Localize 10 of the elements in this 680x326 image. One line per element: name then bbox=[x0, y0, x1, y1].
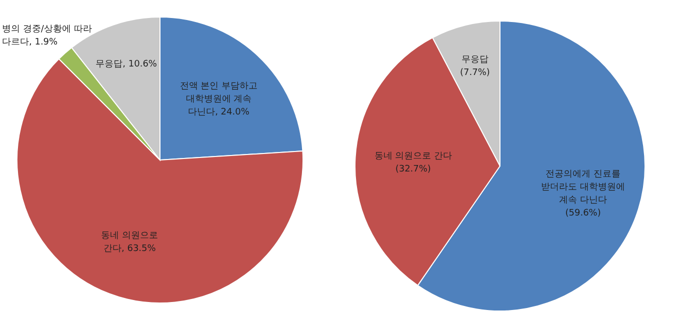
slice-label: 무응답 bbox=[461, 55, 488, 66]
slice-label: 동네 의원으로 간다 bbox=[374, 151, 452, 162]
data-label: (7.7%) bbox=[460, 68, 490, 78]
slice-label: 전공의에게 진료를 받더라도 대학병원에 계속 다닌다 bbox=[541, 169, 626, 206]
slice-label: 전액 본인 부담하고 대학병원에 계속 다닌다, 24.0% bbox=[180, 81, 258, 118]
slice-label: 동네 의원으로 간다, 63.5% bbox=[101, 230, 158, 254]
data-label: (32.7%) bbox=[395, 164, 431, 174]
slice-label: 병의 경중/상황에 따라 다르다, 1.9% bbox=[2, 24, 92, 48]
slice-label: 무응답, 10.6% bbox=[96, 60, 158, 70]
data-label: (59.6%) bbox=[565, 208, 601, 218]
